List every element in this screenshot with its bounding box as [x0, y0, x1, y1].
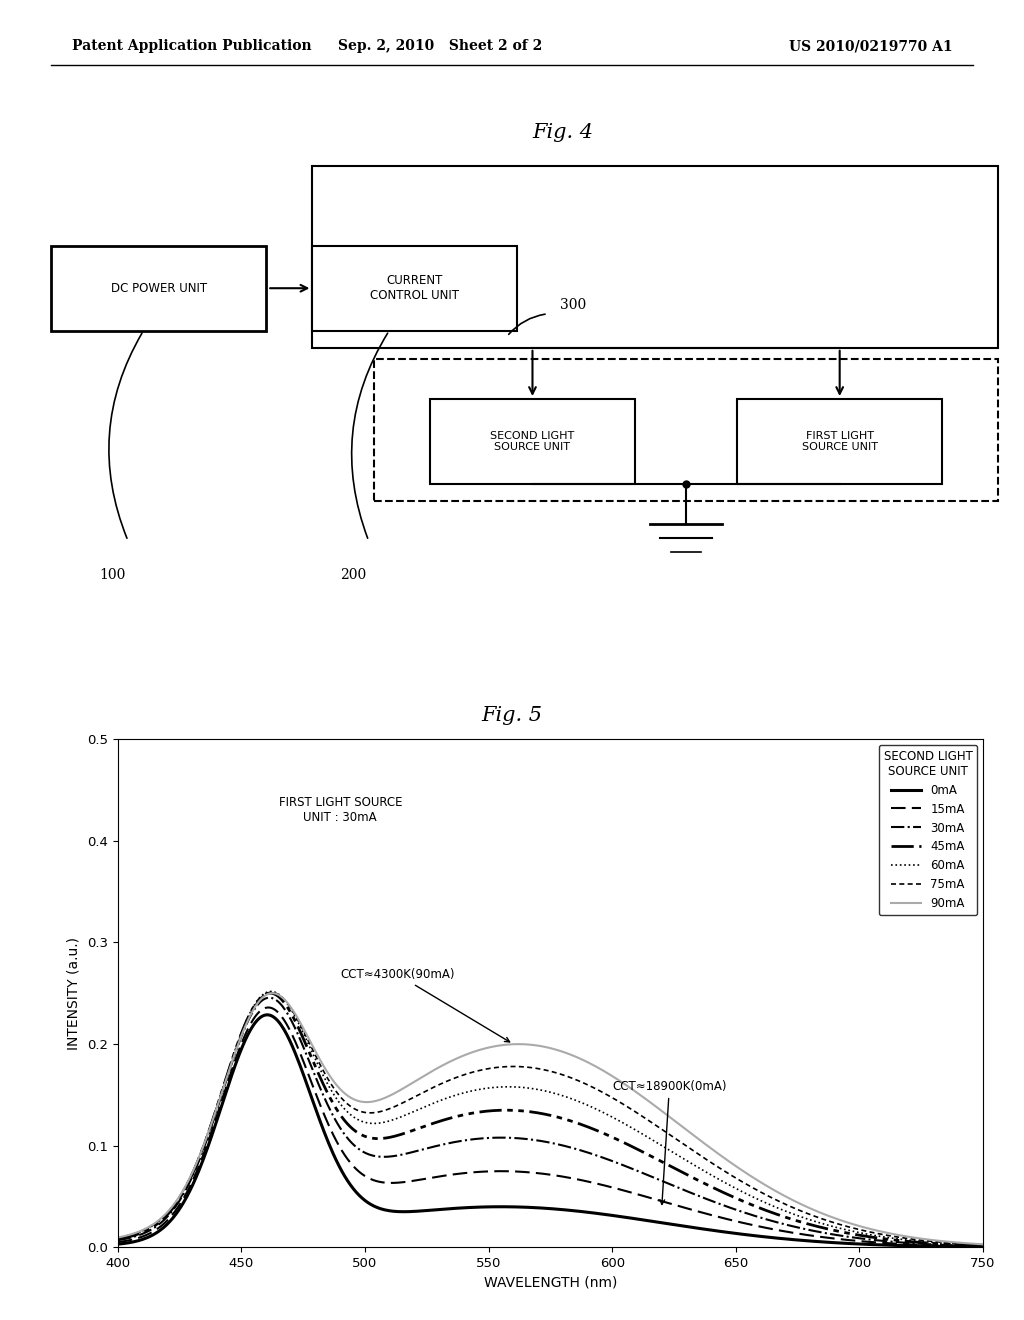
Bar	[312, 246, 517, 331]
Text: 200: 200	[340, 568, 367, 582]
Text: Fig. 5: Fig. 5	[481, 706, 543, 725]
Text: US 2010/0219770 A1: US 2010/0219770 A1	[788, 40, 952, 53]
Bar	[51, 246, 266, 331]
Bar	[430, 399, 635, 484]
Bar	[312, 166, 998, 348]
Text: Fig. 4: Fig. 4	[532, 123, 594, 141]
Text: CURRENT
CONTROL UNIT: CURRENT CONTROL UNIT	[371, 275, 459, 302]
Bar	[374, 359, 998, 502]
Text: FIRST LIGHT
SOURCE UNIT: FIRST LIGHT SOURCE UNIT	[802, 430, 878, 453]
Text: CCT≈18900K(0mA): CCT≈18900K(0mA)	[612, 1080, 727, 1204]
Text: CCT≈4300K(90mA): CCT≈4300K(90mA)	[340, 968, 510, 1041]
Y-axis label: INTENSITY (a.u.): INTENSITY (a.u.)	[67, 937, 80, 1049]
Text: 300: 300	[560, 298, 587, 313]
Text: Sep. 2, 2010   Sheet 2 of 2: Sep. 2, 2010 Sheet 2 of 2	[338, 40, 543, 53]
Text: 100: 100	[99, 568, 126, 582]
Text: SECOND LIGHT
SOURCE UNIT: SECOND LIGHT SOURCE UNIT	[490, 430, 574, 453]
Bar	[737, 399, 942, 484]
Text: Patent Application Publication: Patent Application Publication	[72, 40, 311, 53]
Text: DC POWER UNIT: DC POWER UNIT	[111, 281, 207, 294]
Text: FIRST LIGHT SOURCE
UNIT : 30mA: FIRST LIGHT SOURCE UNIT : 30mA	[279, 796, 402, 825]
Legend: 0mA, 15mA, 30mA, 45mA, 60mA, 75mA, 90mA: 0mA, 15mA, 30mA, 45mA, 60mA, 75mA, 90mA	[879, 744, 977, 915]
X-axis label: WAVELENGTH (nm): WAVELENGTH (nm)	[483, 1275, 617, 1290]
